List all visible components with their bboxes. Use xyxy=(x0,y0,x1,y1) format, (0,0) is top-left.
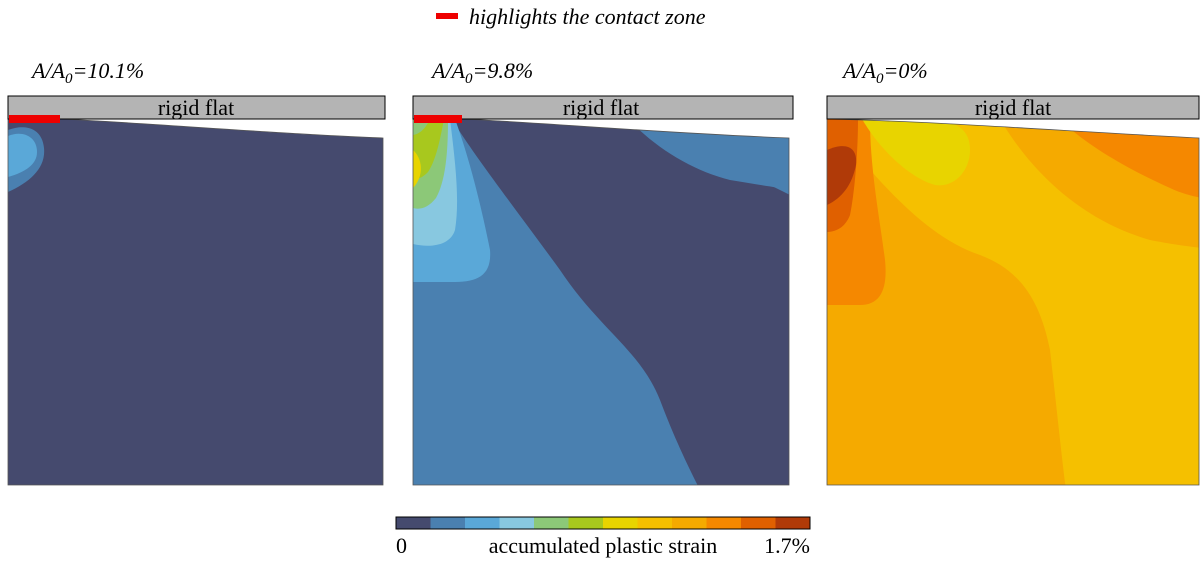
colorbar-step xyxy=(706,517,742,529)
panel-1-flat-label: rigid flat xyxy=(158,95,234,120)
colorbar-step xyxy=(534,517,569,529)
panel-3-rigid-flat xyxy=(826,95,1200,120)
panel-3-ratio-value: =0% xyxy=(884,58,928,83)
colorbar-step xyxy=(465,517,500,529)
colorbar-step xyxy=(568,517,604,529)
panel-3-contour xyxy=(827,119,1199,485)
panel-2-contour xyxy=(413,119,789,485)
panel-1-outline xyxy=(7,118,384,486)
panel-3-ratio-label: A/A0=0% xyxy=(841,58,928,87)
colorbar-frame xyxy=(395,516,811,530)
panel-1: A/A0=10.1% rigid flat xyxy=(7,58,386,486)
panel-2-rigid-flat xyxy=(412,95,794,120)
panel-1-contour xyxy=(8,119,383,485)
panel-3-outline xyxy=(826,118,1200,486)
panel-1-ratio-value: =10.1% xyxy=(73,58,145,83)
panel-2-outline xyxy=(412,118,790,486)
colorbar-step xyxy=(396,517,431,529)
panel-1-rigid-flat xyxy=(7,95,386,120)
panel-1-ratio-label: A/A0=10.1% xyxy=(30,58,144,87)
colorbar-steps xyxy=(396,517,811,529)
panel-2: A/A0=9.8% rigid flat xyxy=(412,58,794,486)
panel-2-ratio-label: A/A0=9.8% xyxy=(430,58,533,87)
panel-1-contact-zone xyxy=(9,115,60,123)
panel-3-ratio-sub: 0 xyxy=(876,71,884,87)
panel-2-flat-label: rigid flat xyxy=(563,95,639,120)
panel-2-ratio-sub: 0 xyxy=(465,71,473,87)
panel-3-flat-label: rigid flat xyxy=(975,95,1051,120)
panel-1-ratio-sub: 0 xyxy=(65,71,73,87)
colorbar: 0 accumulated plastic strain 1.7% xyxy=(395,516,811,558)
panel-3-ratio-base: A/A xyxy=(841,58,877,83)
colorbar-step xyxy=(672,517,707,529)
colorbar-step xyxy=(741,517,776,529)
legend-text: highlights the contact zone xyxy=(469,4,706,29)
colorbar-step xyxy=(430,517,466,529)
legend-swatch xyxy=(436,13,458,19)
panel-2-ratio-value: =9.8% xyxy=(473,58,534,83)
panel-2-ratio-base: A/A xyxy=(430,58,466,83)
colorbar-step xyxy=(499,517,535,529)
panel-2-contact-zone xyxy=(414,115,462,123)
panel-1-ratio-base: A/A xyxy=(30,58,66,83)
colorbar-max-label: 1.7% xyxy=(764,533,810,558)
colorbar-min-label: 0 xyxy=(396,533,407,558)
colorbar-step xyxy=(775,517,811,529)
panel-3: A/A0=0% rigid flat xyxy=(826,58,1200,486)
colorbar-step xyxy=(603,517,638,529)
colorbar-step xyxy=(637,517,673,529)
legend: highlights the contact zone xyxy=(436,4,706,29)
colorbar-title: accumulated plastic strain xyxy=(489,533,717,558)
